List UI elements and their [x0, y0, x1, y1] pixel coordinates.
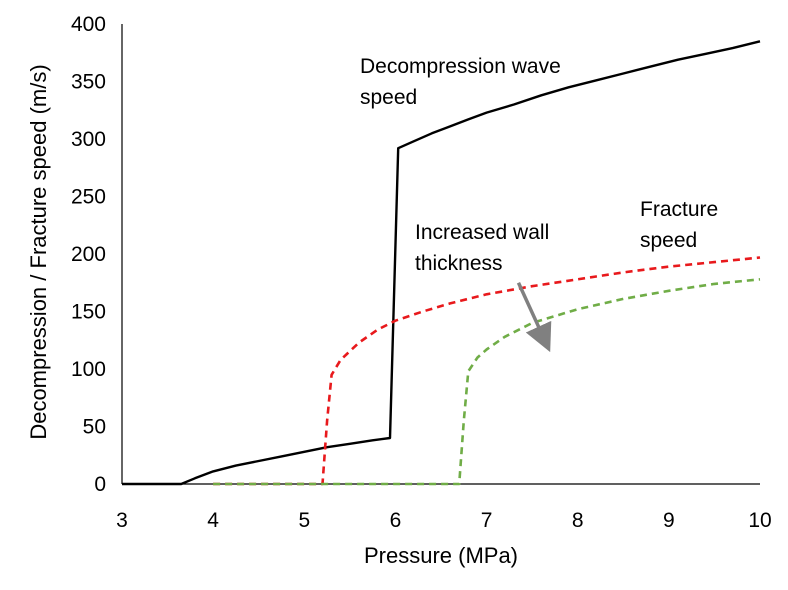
y-tick-label: 50	[83, 416, 106, 439]
y-axis-label: Decompression / Fracture speed (m/s)	[26, 64, 51, 439]
series-fracture-speed	[213, 256, 761, 486]
y-tick-label: 250	[71, 186, 106, 209]
annotation-line: Increased wall	[415, 221, 549, 244]
trend-arrow	[516, 282, 552, 353]
y-tick-label: 400	[71, 13, 106, 36]
y-tick-label: 300	[71, 128, 106, 151]
annotation-line: thickness	[415, 252, 503, 275]
annotation-increased-wall-thickness: Increased wall thickness	[415, 221, 555, 275]
x-axis-label: Pressure (MPa)	[364, 543, 518, 568]
x-tick-label: 4	[207, 509, 219, 532]
series-decompression-wave-speed	[122, 40, 761, 486]
x-tick-label: 8	[572, 509, 584, 532]
y-tick-label: 200	[71, 243, 106, 266]
x-tick-label: 3	[116, 509, 128, 532]
y-tick-label: 0	[94, 473, 106, 496]
y-tick-label: 100	[71, 358, 106, 381]
x-tick-label: 9	[663, 509, 675, 532]
y-tick-label: 150	[71, 301, 106, 324]
x-tick-label: 10	[748, 509, 771, 532]
series-fracture-speed-thicker-wall	[213, 278, 761, 486]
x-tick-label: 7	[481, 509, 493, 532]
x-tick-labels: 3 4 5 6 7 8 9 10	[116, 509, 772, 532]
y-tick-labels: 0 50 100 150 200 250 300 350 400	[71, 13, 106, 496]
annotation-line: speed	[640, 229, 697, 252]
y-tick-label: 350	[71, 71, 106, 94]
annotation-line: Fracture	[640, 198, 718, 221]
x-tick-label: 5	[298, 509, 310, 532]
annotation-line: Decompression wave	[360, 55, 561, 78]
series-group	[122, 40, 761, 486]
x-tick-label: 6	[390, 509, 402, 532]
annotation-line: speed	[360, 86, 417, 109]
annotation-fracture-speed: Fracture speed	[640, 198, 724, 252]
annotation-decompression-wave-speed: Decompression wave speed	[360, 55, 567, 109]
